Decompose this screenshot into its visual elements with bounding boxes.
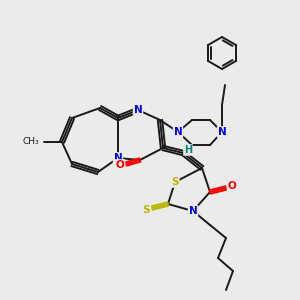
Text: H: H bbox=[184, 145, 192, 155]
Text: N: N bbox=[134, 105, 142, 115]
Text: N: N bbox=[114, 153, 122, 163]
Text: S: S bbox=[142, 205, 150, 215]
Text: N: N bbox=[189, 206, 197, 216]
Text: O: O bbox=[228, 181, 236, 191]
Text: O: O bbox=[116, 160, 124, 170]
Text: CH₃: CH₃ bbox=[22, 137, 39, 146]
Text: N: N bbox=[174, 127, 182, 137]
Text: S: S bbox=[171, 177, 179, 187]
Text: N: N bbox=[218, 127, 226, 137]
